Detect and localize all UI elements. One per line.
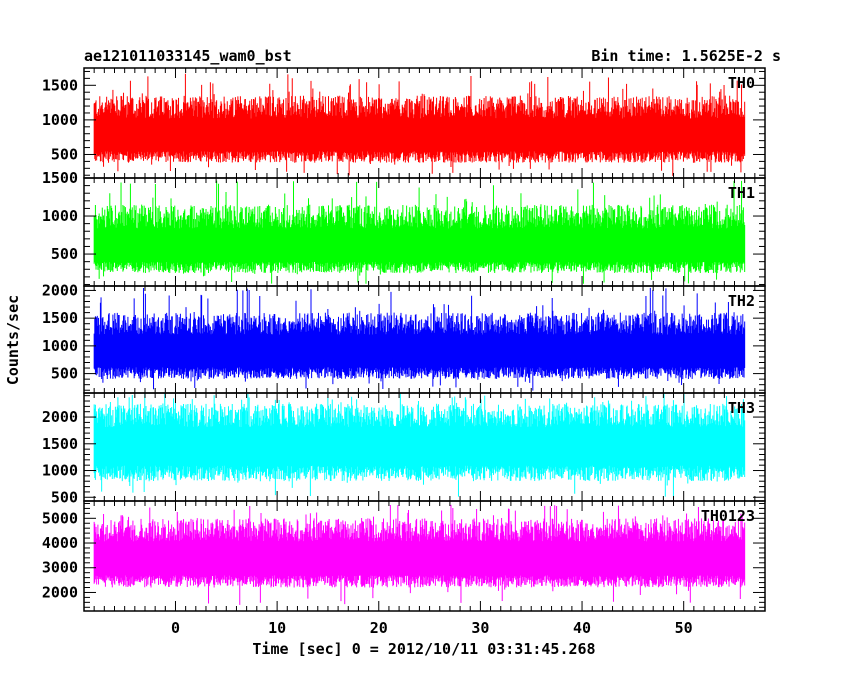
x-tick-label: 0: [171, 619, 180, 637]
panel-frame-th0123: [83, 500, 766, 612]
trace-th1: [93, 180, 746, 284]
chart-title: ae121011033145_wam0_bst: [84, 47, 292, 65]
y-tick-label-th0: 500: [51, 145, 78, 163]
y-tick-label-th1: 1000: [42, 207, 78, 225]
y-tick-label-th0123: 3000: [42, 559, 78, 577]
x-tick-label: 30: [471, 619, 489, 637]
y-tick-label-th1: 500: [51, 245, 78, 263]
x-tick-label: 50: [675, 619, 693, 637]
y-tick-label-th0123: 5000: [42, 509, 78, 527]
y-tick-label-th2: 2000: [42, 281, 78, 299]
tick-layer: [83, 68, 766, 611]
y-tick-label-th3: 500: [51, 488, 78, 506]
trace-layer: [93, 73, 746, 605]
y-tick-label-th0123: 4000: [42, 534, 78, 552]
y-tick-label-th3: 1500: [42, 435, 78, 453]
y-tick-label-th2: 1000: [42, 337, 78, 355]
label-layer: TH050010001500TH150010001500TH2500100015…: [42, 74, 755, 637]
trace-th3: [93, 393, 746, 499]
y-tick-label-th1: 1500: [42, 169, 78, 187]
trace-th0123: [93, 504, 746, 605]
y-tick-label-th2: 1500: [42, 309, 78, 327]
panel-label-th1: TH1: [728, 184, 755, 202]
panel-label-th2: TH2: [728, 292, 755, 310]
y-tick-label-th0: 1000: [42, 111, 78, 129]
x-tick-label: 20: [370, 619, 388, 637]
y-tick-label-th0: 1500: [42, 76, 78, 94]
y-tick-label-th0123: 2000: [42, 583, 78, 601]
y-axis-label: Counts/sec: [4, 295, 22, 385]
bin-time-label: Bin time: 1.5625E-2 s: [591, 47, 781, 65]
x-tick-label: 40: [573, 619, 591, 637]
panel-label-th3: TH3: [728, 399, 755, 417]
x-tick-label: 10: [268, 619, 286, 637]
frame-layer: [83, 67, 766, 612]
trace-th2: [93, 287, 746, 391]
y-tick-label-th2: 500: [51, 365, 78, 383]
panel-label-th0123: TH0123: [701, 507, 755, 525]
trace-th0: [93, 73, 746, 176]
x-axis-label: Time [sec] 0 = 2012/10/11 03:31:45.268: [252, 640, 595, 658]
panel-label-th0: TH0: [728, 74, 755, 92]
y-tick-label-th3: 2000: [42, 408, 78, 426]
y-tick-label-th3: 1000: [42, 462, 78, 480]
